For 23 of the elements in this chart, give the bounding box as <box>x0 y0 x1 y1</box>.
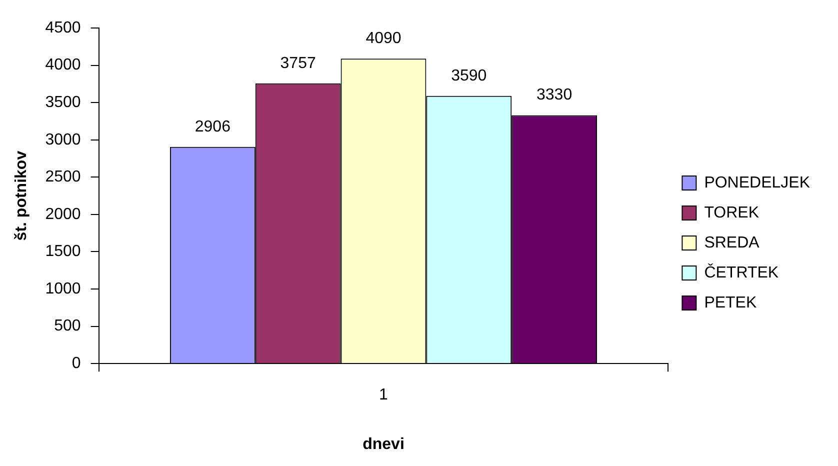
y-tick-label: 2000 <box>45 206 81 223</box>
y-tick-label: 3500 <box>45 94 81 111</box>
x-tick-label: 1 <box>379 386 388 404</box>
legend-label: TOREK <box>704 204 760 222</box>
legend-label: SREDA <box>704 234 760 252</box>
y-tick-label: 4000 <box>45 56 81 74</box>
data-label: 4090 <box>366 30 402 47</box>
y-tick-label: 4500 <box>45 19 81 36</box>
y-tick-label: 1000 <box>45 280 81 298</box>
y-axis-title: št. potnikov <box>13 150 30 241</box>
data-label: 3590 <box>451 67 487 84</box>
y-tick-label: 500 <box>54 318 81 335</box>
data-label: 3330 <box>536 86 572 104</box>
data-label: 2906 <box>194 118 231 136</box>
legend-label: PETEK <box>704 294 757 312</box>
y-tick-label: 2500 <box>45 168 81 186</box>
y-tick-label: 3000 <box>45 131 81 148</box>
y-tick-label: 1500 <box>45 243 81 260</box>
legend-label: ČETRTEK <box>704 263 779 282</box>
x-axis-title: dnevi <box>362 436 404 453</box>
legend-label: PONEDELJEK <box>704 174 810 192</box>
data-label: 3757 <box>280 54 316 72</box>
y-tick-label: 0 <box>72 355 81 372</box>
